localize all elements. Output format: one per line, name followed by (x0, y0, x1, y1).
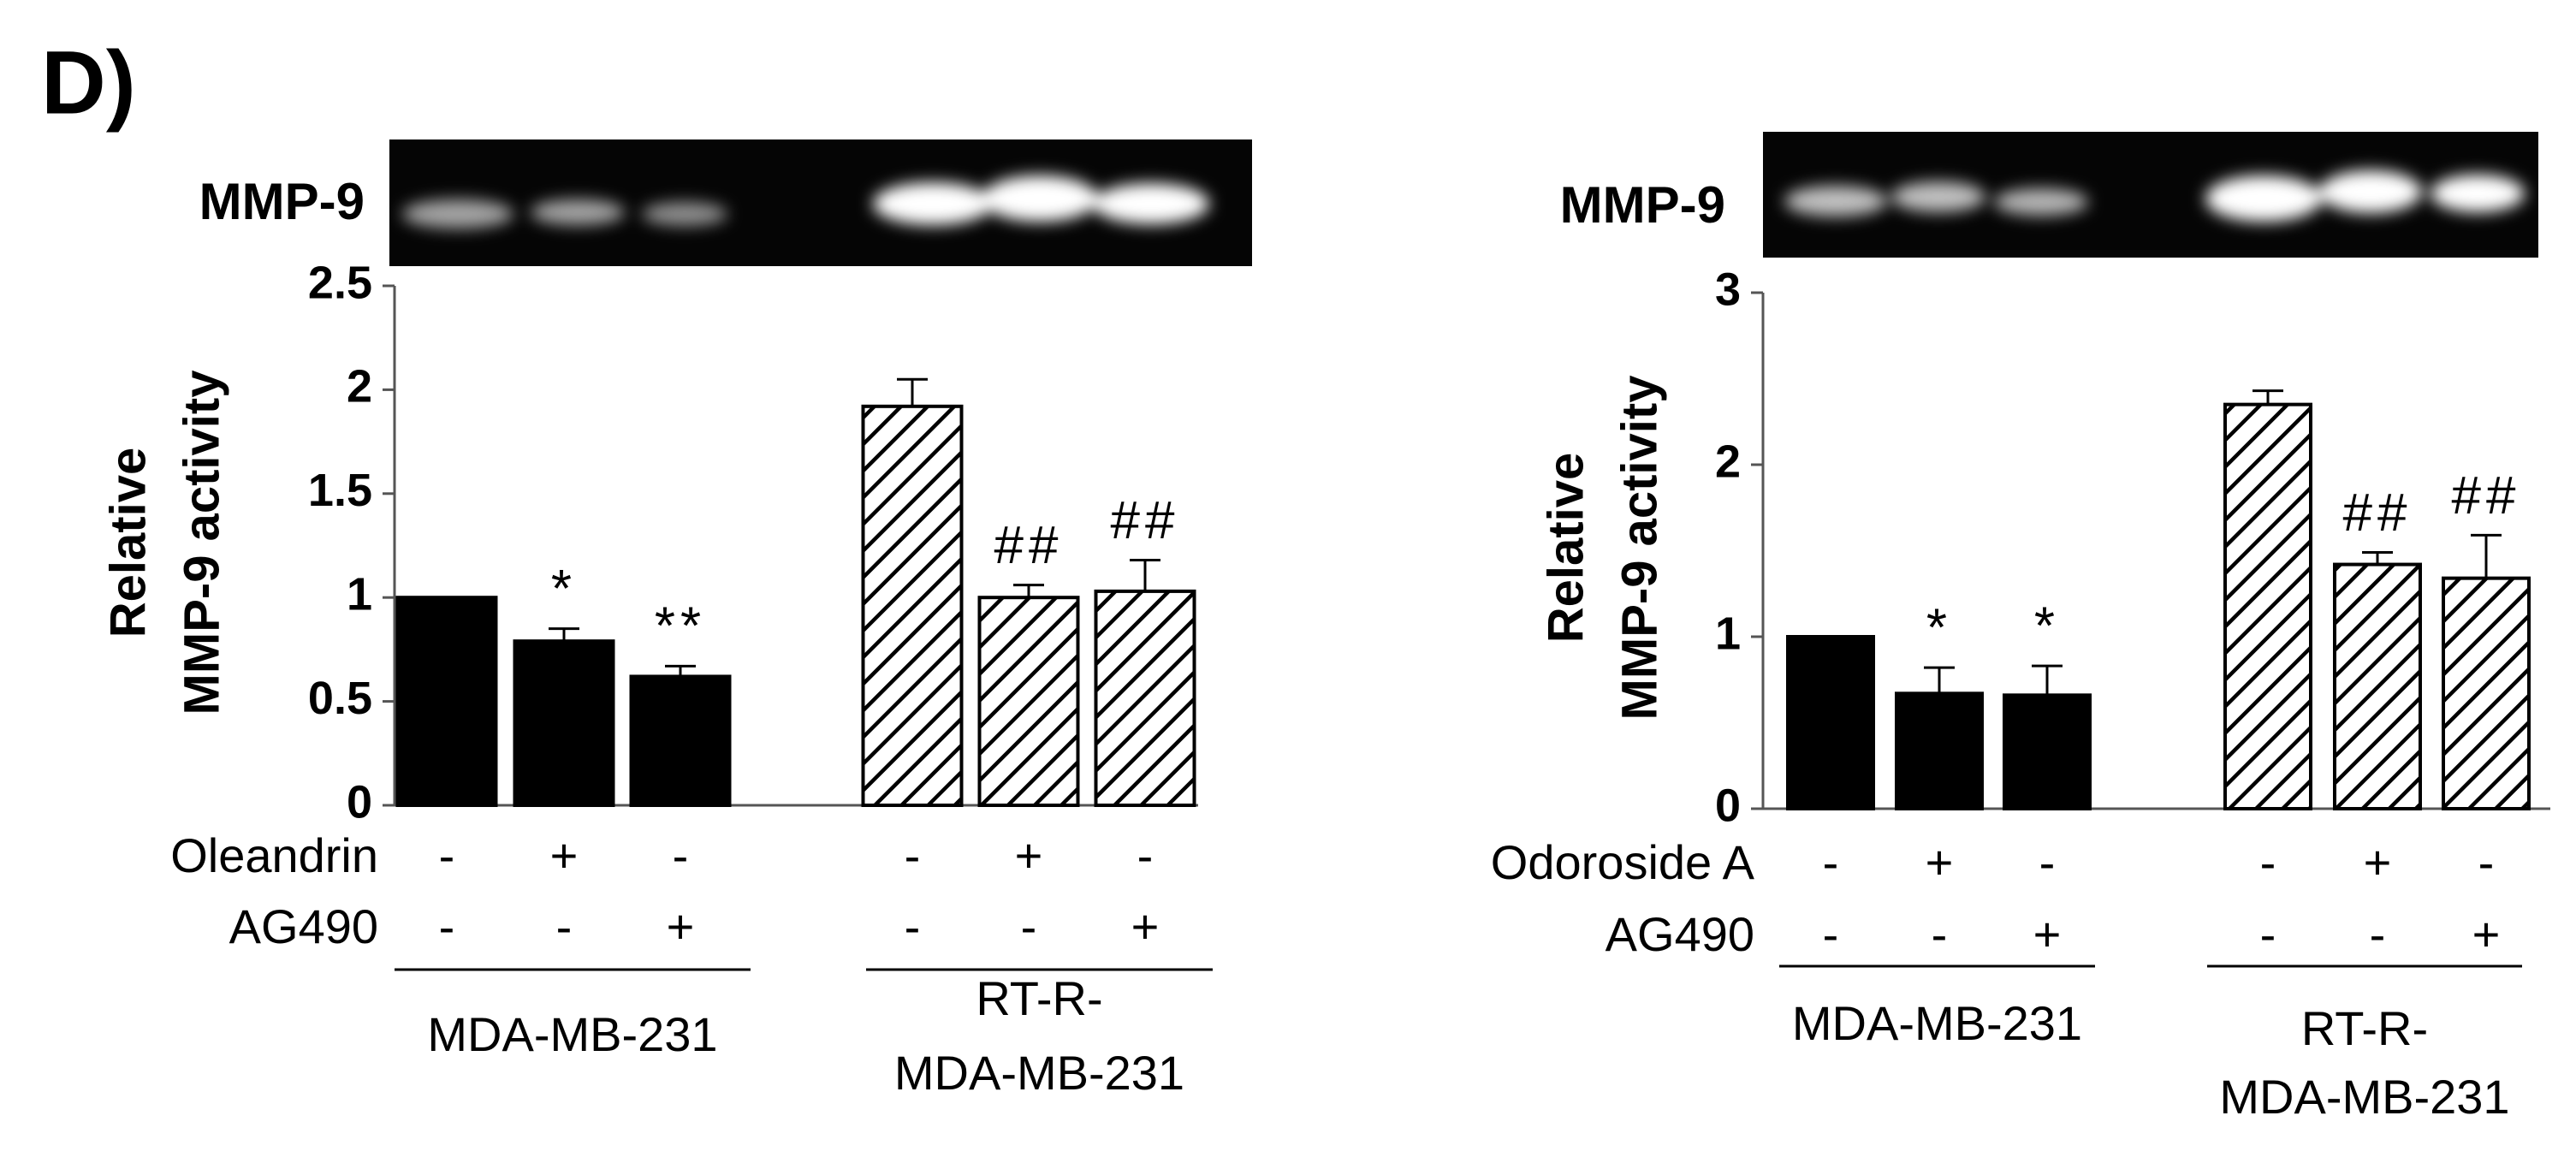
treatment-mark: + (1131, 899, 1160, 953)
treatment-mark: - (2370, 907, 2386, 961)
y-tick-label: 0 (1715, 780, 1741, 831)
bar (513, 639, 615, 807)
treatment-mark: + (2472, 907, 2501, 961)
gel-label: MMP-9 (1560, 176, 1725, 234)
group-label: MDA-MB-231 (1792, 996, 2082, 1050)
bar (977, 596, 1080, 808)
significance-label: ## (1111, 491, 1180, 550)
y-tick-label: 1 (347, 568, 372, 620)
y-axis-label: MMP-9 activity (174, 371, 229, 715)
bar (861, 404, 964, 807)
y-tick-label: 1.5 (308, 465, 372, 516)
bar (1786, 635, 1875, 810)
treatment-mark: - (2260, 907, 2276, 961)
y-tick-label: 1 (1715, 608, 1741, 659)
treatment-mark: + (667, 899, 695, 953)
bar (1895, 691, 1984, 811)
treatment-mark: - (439, 828, 455, 882)
bar (2223, 402, 2312, 810)
y-tick-label: 2 (347, 361, 372, 412)
treatment-mark: + (1015, 828, 1043, 882)
treatment-mark: - (1932, 907, 1948, 961)
treatment-label: AG490 (1606, 907, 1754, 961)
treatment-label: Odoroside A (1491, 835, 1755, 889)
significance-label: * (2034, 597, 2060, 656)
treatment-mark: + (1926, 835, 1954, 889)
treatment-mark: + (2033, 907, 2062, 961)
y-axis-label: Relative (1538, 453, 1594, 643)
treatment-mark: - (673, 828, 689, 882)
treatment-mark: - (556, 899, 573, 953)
treatment-mark: - (1021, 899, 1037, 953)
group-label: MDA-MB-231 (894, 1046, 1184, 1100)
treatment-mark: - (905, 828, 921, 882)
significance-label: * (1926, 599, 1952, 658)
panel-label: D) (41, 33, 136, 134)
group-label: MDA-MB-231 (2219, 1070, 2509, 1124)
significance-label: * (551, 560, 577, 619)
treatment-label: Oleandrin (170, 828, 378, 882)
y-tick-label: 0.5 (308, 673, 372, 724)
treatment-label: AG490 (229, 899, 378, 953)
significance-label: ## (994, 516, 1064, 575)
group-label: RT-R- (976, 971, 1102, 1025)
treatment-mark: + (550, 828, 579, 882)
group-label: MDA-MB-231 (427, 1007, 717, 1061)
gel-image (1763, 132, 2538, 258)
treatment-mark: - (1137, 828, 1154, 882)
treatment-mark: - (2260, 835, 2276, 889)
y-axis-label: MMP-9 activity (1611, 376, 1667, 721)
treatment-mark: + (2364, 835, 2392, 889)
significance-label: ## (2343, 484, 2413, 543)
treatment-mark: - (2478, 835, 2495, 889)
bar (2003, 693, 2092, 811)
significance-label: ** (655, 597, 706, 656)
y-axis-label: Relative (100, 448, 156, 638)
bar (629, 674, 732, 807)
y-tick-label: 2.5 (308, 257, 372, 308)
treatment-mark: - (905, 899, 921, 953)
significance-label: ## (2452, 466, 2521, 525)
y-tick-label: 3 (1715, 264, 1741, 315)
gel-label: MMP-9 (199, 173, 365, 230)
bar (395, 596, 498, 808)
y-tick-label: 2 (1715, 436, 1741, 487)
treatment-mark: - (2039, 835, 2056, 889)
gel-image (389, 139, 1252, 266)
treatment-mark: - (1823, 835, 1839, 889)
group-label: RT-R- (2301, 1001, 2428, 1055)
y-tick-label: 0 (347, 776, 372, 828)
bar (2442, 576, 2531, 810)
bar (2333, 562, 2422, 811)
treatment-mark: - (439, 899, 455, 953)
bar (1094, 589, 1196, 808)
treatment-mark: - (1823, 907, 1839, 961)
